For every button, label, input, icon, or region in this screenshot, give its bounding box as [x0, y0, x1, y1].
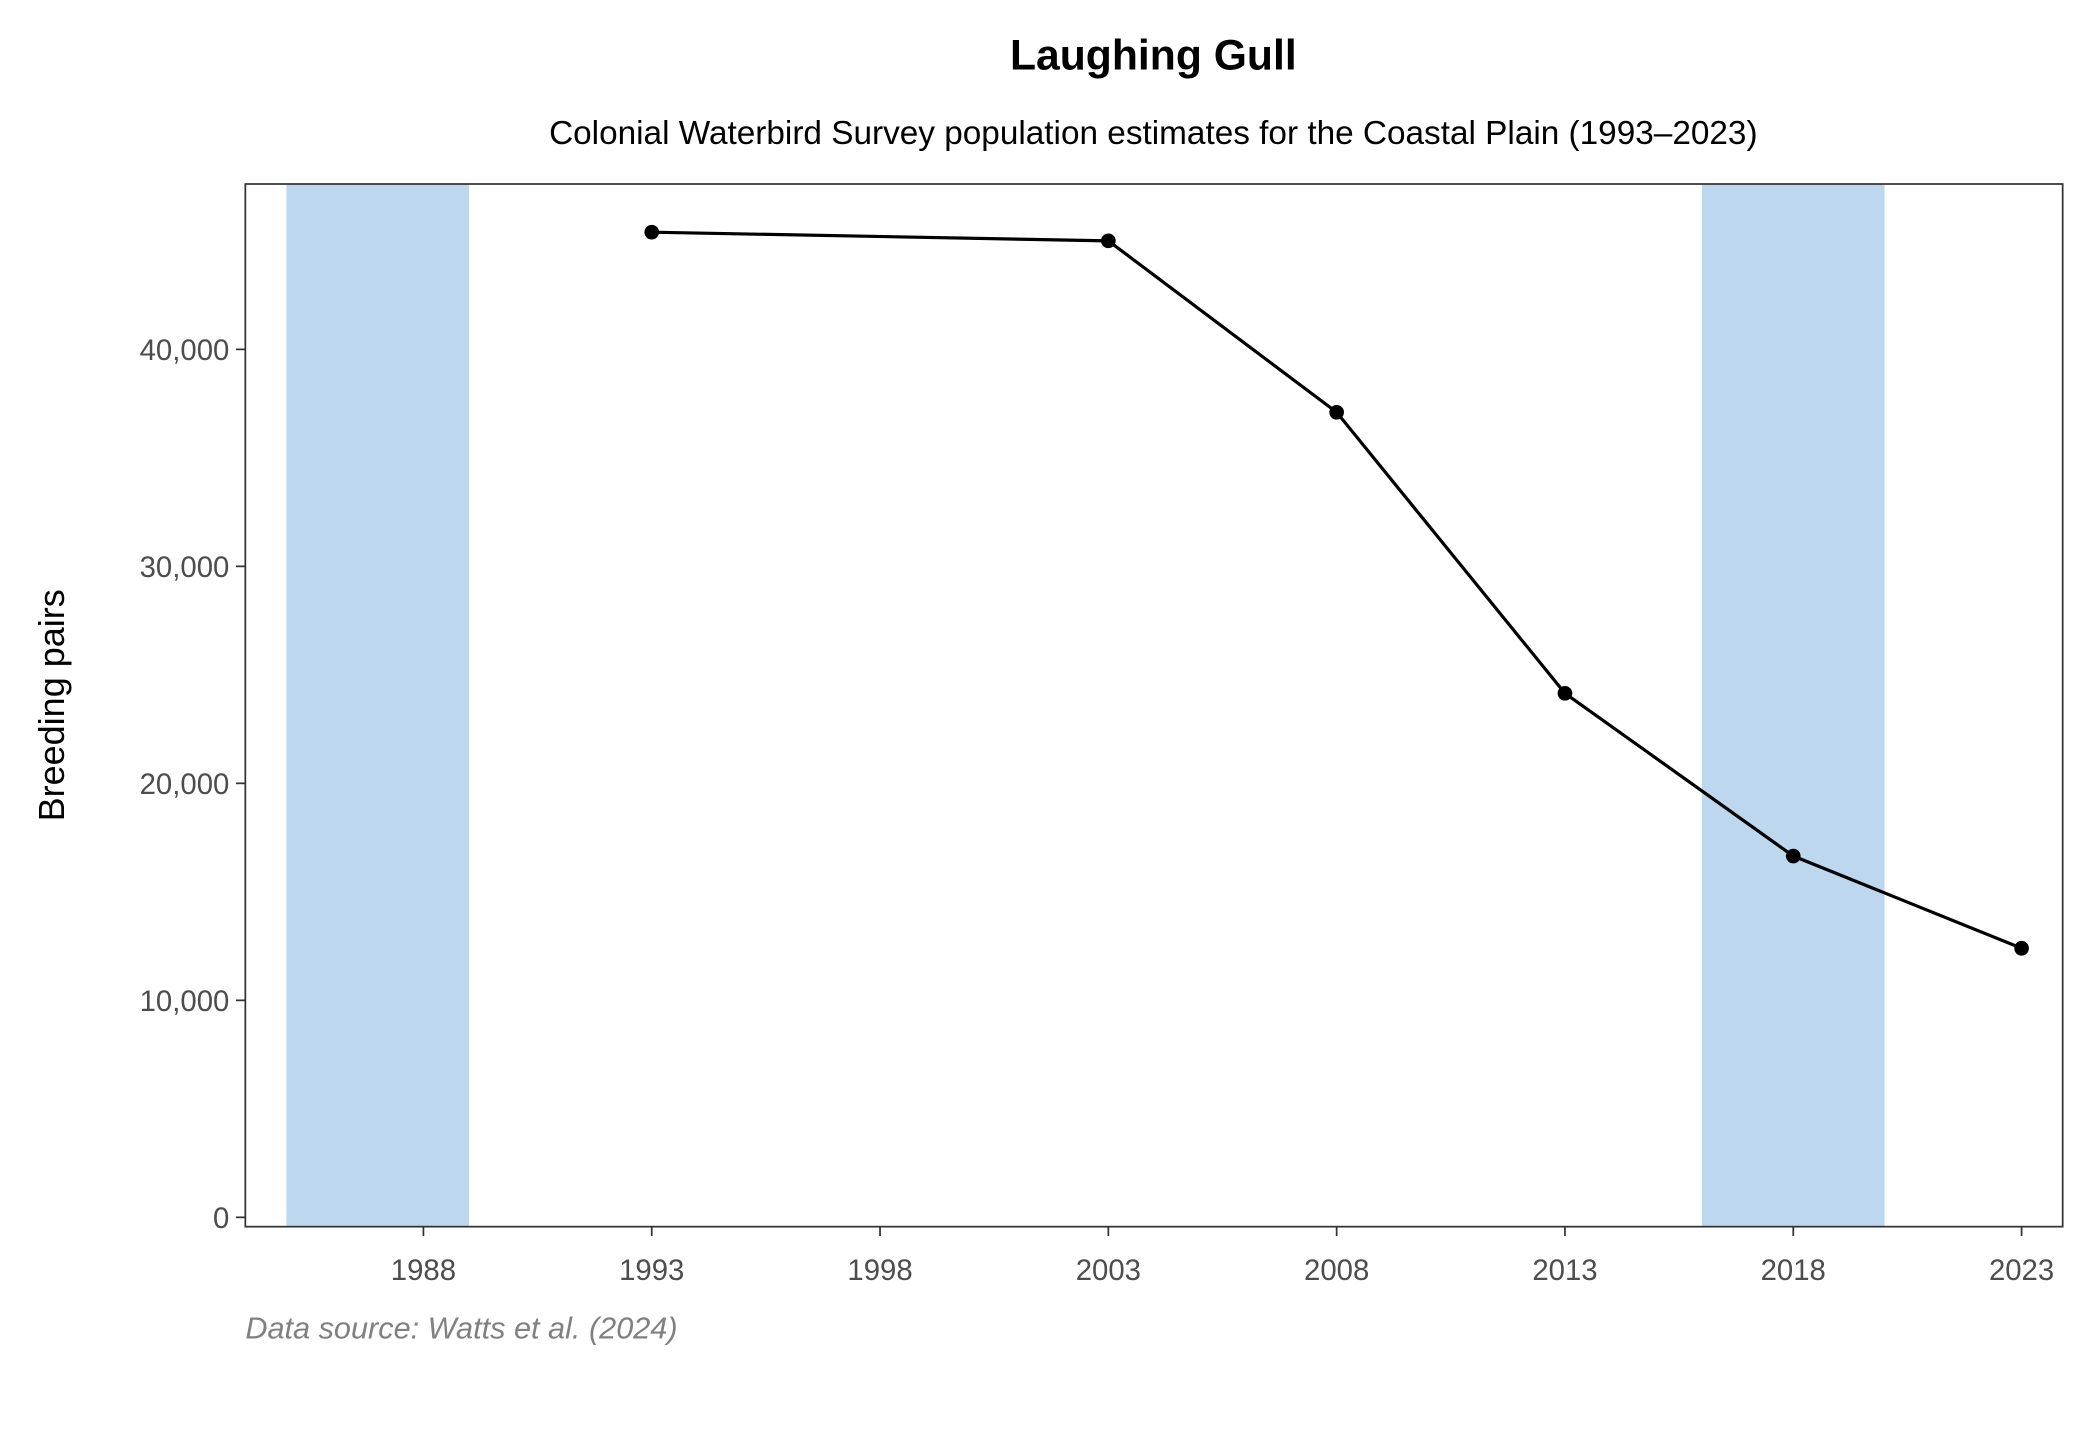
series-line	[651, 230, 2023, 950]
chart-caption: Data source: Watts et al. (2024)	[245, 1312, 677, 1346]
shaded-period	[286, 184, 470, 1227]
data-point	[1785, 848, 1801, 864]
x-tick-label: 2003	[1076, 1254, 1141, 1287]
data-point	[1329, 404, 1344, 420]
x-tick-label: 2008	[1304, 1254, 1369, 1287]
x-tick-label: 1998	[847, 1254, 912, 1287]
plot-panel-border	[244, 183, 2064, 1228]
y-axis-label: Breeding pairs	[31, 589, 72, 821]
x-tick-label: 2023	[1989, 1254, 2054, 1287]
y-tick-label: 10,000	[140, 985, 230, 1018]
y-tick-label: 0	[213, 1202, 229, 1235]
x-tick-label: 2013	[1532, 1254, 1597, 1287]
x-tick-label: 1993	[619, 1254, 684, 1287]
shaded-period	[1701, 184, 1885, 1227]
x-tick-label: 1988	[391, 1254, 456, 1287]
y-tick-label: 20,000	[140, 768, 230, 801]
y-tick-label: 30,000	[140, 551, 230, 584]
data-point	[644, 224, 660, 240]
chart-subtitle: Colonial Waterbird Survey population est…	[549, 115, 1758, 152]
chart-title: Laughing Gull	[1010, 31, 1297, 79]
data-point	[1101, 233, 1116, 249]
y-tick-label: 40,000	[140, 334, 230, 367]
x-tick-label: 2018	[1761, 1254, 1826, 1287]
data-point	[2014, 940, 2029, 956]
data-point	[1557, 685, 1573, 701]
